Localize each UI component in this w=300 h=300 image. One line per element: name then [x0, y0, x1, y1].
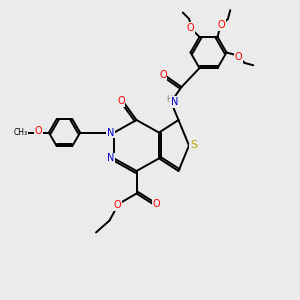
Text: O: O [117, 96, 125, 106]
Text: O: O [218, 20, 226, 30]
Text: O: O [153, 199, 160, 209]
Text: N: N [107, 153, 114, 164]
Text: O: O [235, 52, 242, 62]
Text: O: O [159, 70, 167, 80]
Text: O: O [113, 200, 121, 211]
Text: H: H [167, 95, 172, 104]
Text: S: S [190, 140, 197, 151]
Text: N: N [171, 97, 178, 107]
Text: O: O [187, 23, 194, 33]
Text: N: N [107, 128, 114, 138]
Text: O: O [34, 126, 42, 136]
Text: CH₃: CH₃ [13, 128, 28, 137]
